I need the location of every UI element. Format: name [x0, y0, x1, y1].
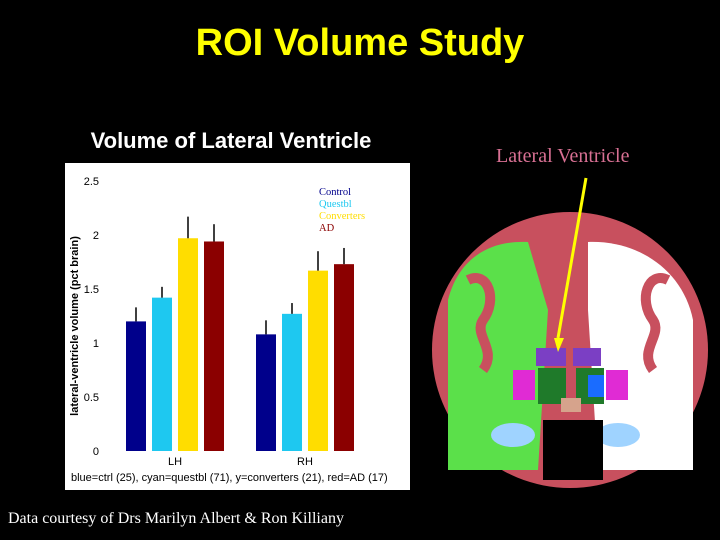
pointer-arrowhead [554, 338, 564, 352]
chart-title: Volume of Lateral Ventricle [90, 128, 372, 153]
left-sulcus [465, 273, 496, 373]
bar-control-rh [256, 334, 276, 451]
legend-entry-control: Control [319, 187, 351, 198]
left-putamen [513, 370, 535, 400]
x-categories-group: LH RH [168, 456, 313, 468]
x-category-label: RH [297, 456, 313, 468]
chart-caption: blue=ctrl (25), cyan=questbl (71), y=con… [71, 472, 388, 484]
left-ventricle-region [536, 348, 566, 366]
x-category-label: LH [168, 456, 182, 468]
legend-entry-questbl: Questbl [319, 199, 352, 210]
bar-ad-rh [334, 264, 354, 451]
legend-entry-converters: Converters [319, 211, 365, 222]
bar-questbl-lh [152, 297, 172, 451]
y-tick-label: 0 [93, 446, 99, 458]
pointer-arrow [556, 177, 588, 339]
brainstem-gap [543, 420, 603, 480]
left-hippocampus [491, 423, 535, 447]
bar-chart-svg: lateral-ventricle volume (pct brain) blu… [69, 176, 388, 484]
right-hippocampus [596, 423, 640, 447]
bar-converters-lh [178, 238, 198, 451]
bar-control-lh [126, 321, 146, 451]
y-tick-label: 1 [93, 338, 99, 350]
left-white-matter [448, 241, 548, 470]
data-credit: Data courtesy of Drs Marilyn Albert & Ro… [8, 510, 344, 527]
midline-structure [561, 398, 581, 412]
bar-converters-rh [308, 270, 328, 451]
bar-ad-lh [204, 241, 224, 451]
y-tick-label: 2 [93, 230, 99, 242]
brain-illustration [432, 177, 708, 488]
right-white-matter [588, 241, 693, 470]
y-tick-label: 1.5 [84, 284, 99, 296]
y-tick-label: 2.5 [84, 176, 99, 188]
right-sulcus [640, 273, 671, 373]
legend-entry-ad: AD [319, 223, 335, 234]
bar-questbl-rh [282, 313, 302, 451]
bar-chart: lateral-ventricle volume (pct brain) blu… [65, 163, 410, 490]
y-ticks-group: 0 0.5 1 1.5 2 2.5 [84, 176, 99, 458]
right-ventricle-region [573, 348, 601, 366]
y-tick-label: 0.5 [84, 392, 99, 404]
right-caudate [588, 375, 604, 397]
bars-group [126, 216, 354, 451]
brain-mri-image [428, 170, 720, 492]
slide-title: ROI Volume Study [195, 22, 525, 64]
right-putamen [606, 370, 628, 400]
brain-label: Lateral Ventricle [496, 145, 630, 167]
y-axis-label: lateral-ventricle volume (pct brain) [69, 236, 81, 416]
